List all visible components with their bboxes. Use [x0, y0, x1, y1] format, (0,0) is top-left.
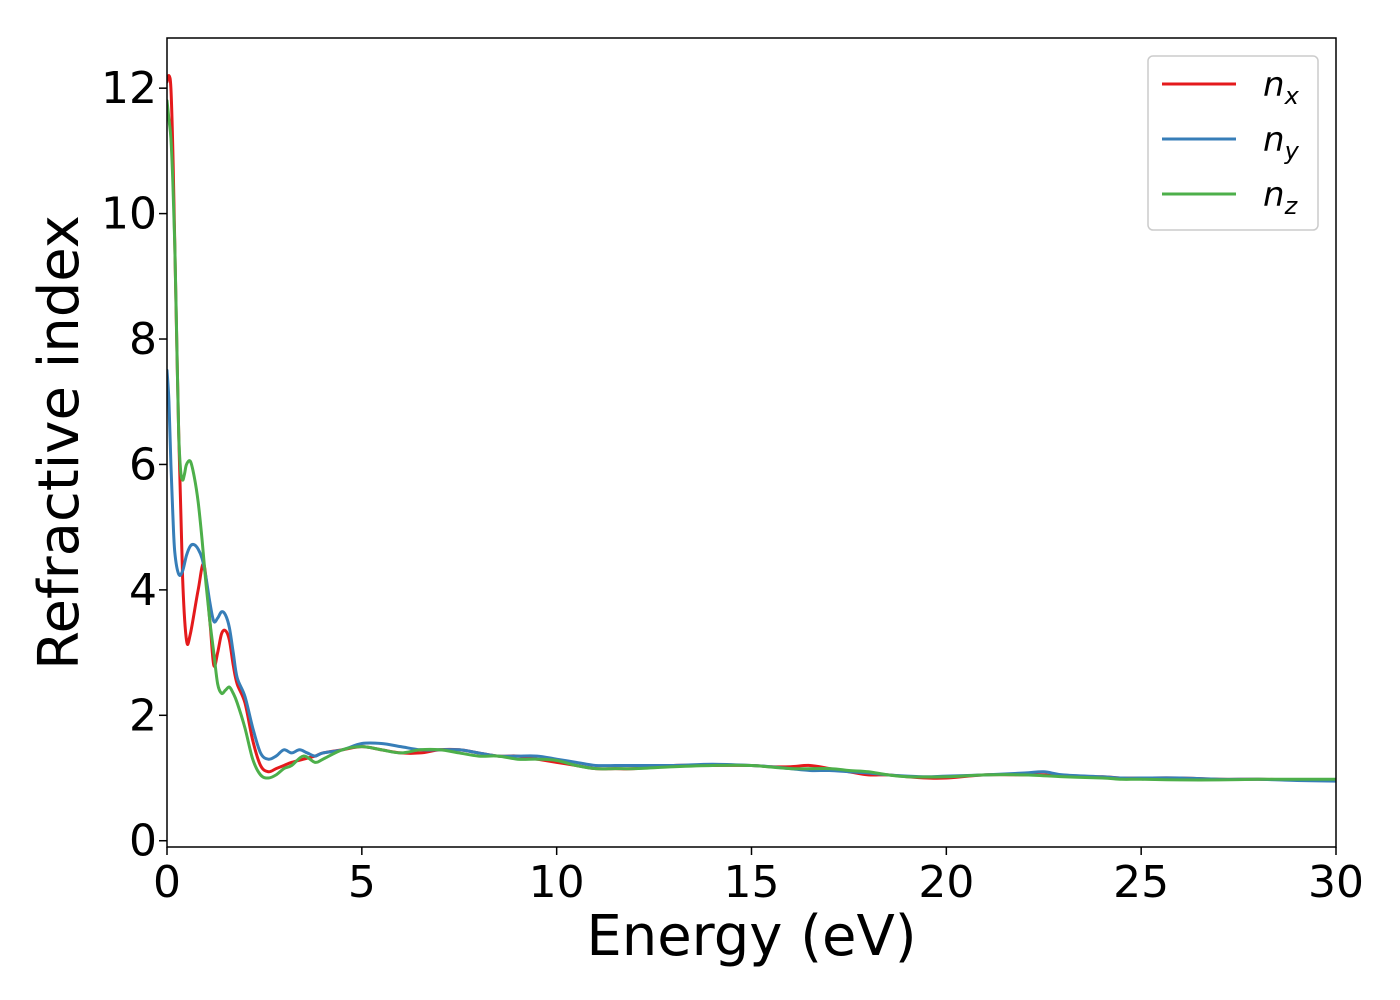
- x-tick-label: 30: [1308, 857, 1364, 908]
- y-tick-label: 4: [129, 565, 157, 616]
- legend: nx ny nz: [1147, 55, 1319, 231]
- series-layer: [167, 74, 1336, 783]
- x-tick-label: 0: [153, 857, 181, 908]
- legend-box: [1147, 55, 1319, 231]
- y-tick-label: 12: [101, 63, 157, 114]
- y-tick-label: 0: [129, 816, 157, 867]
- x-axis-label: Energy (eV): [586, 904, 916, 969]
- y-axis: 0 2 4 6 8 10 12: [101, 63, 167, 867]
- y-axis-label: Refractive index: [27, 215, 92, 670]
- y-tick-label: 6: [129, 439, 157, 490]
- series-line-z: [167, 99, 1336, 782]
- legend-label-z: nz: [1263, 175, 1299, 220]
- x-tick-label: 10: [529, 857, 585, 908]
- x-tick-label: 15: [724, 857, 780, 908]
- legend-items: nx ny nz: [1162, 65, 1300, 220]
- y-tick-label: 10: [101, 189, 157, 240]
- legend-label-x: nx: [1263, 65, 1300, 110]
- y-tick-label: 8: [129, 314, 157, 365]
- legend-label-y: ny: [1263, 120, 1300, 165]
- x-tick-label: 5: [348, 857, 376, 908]
- x-tick-label: 25: [1113, 857, 1169, 908]
- x-tick-label: 20: [918, 857, 974, 908]
- x-axis: 0 5 10 15 20 25 30: [153, 847, 1364, 908]
- y-tick-label: 2: [129, 690, 157, 741]
